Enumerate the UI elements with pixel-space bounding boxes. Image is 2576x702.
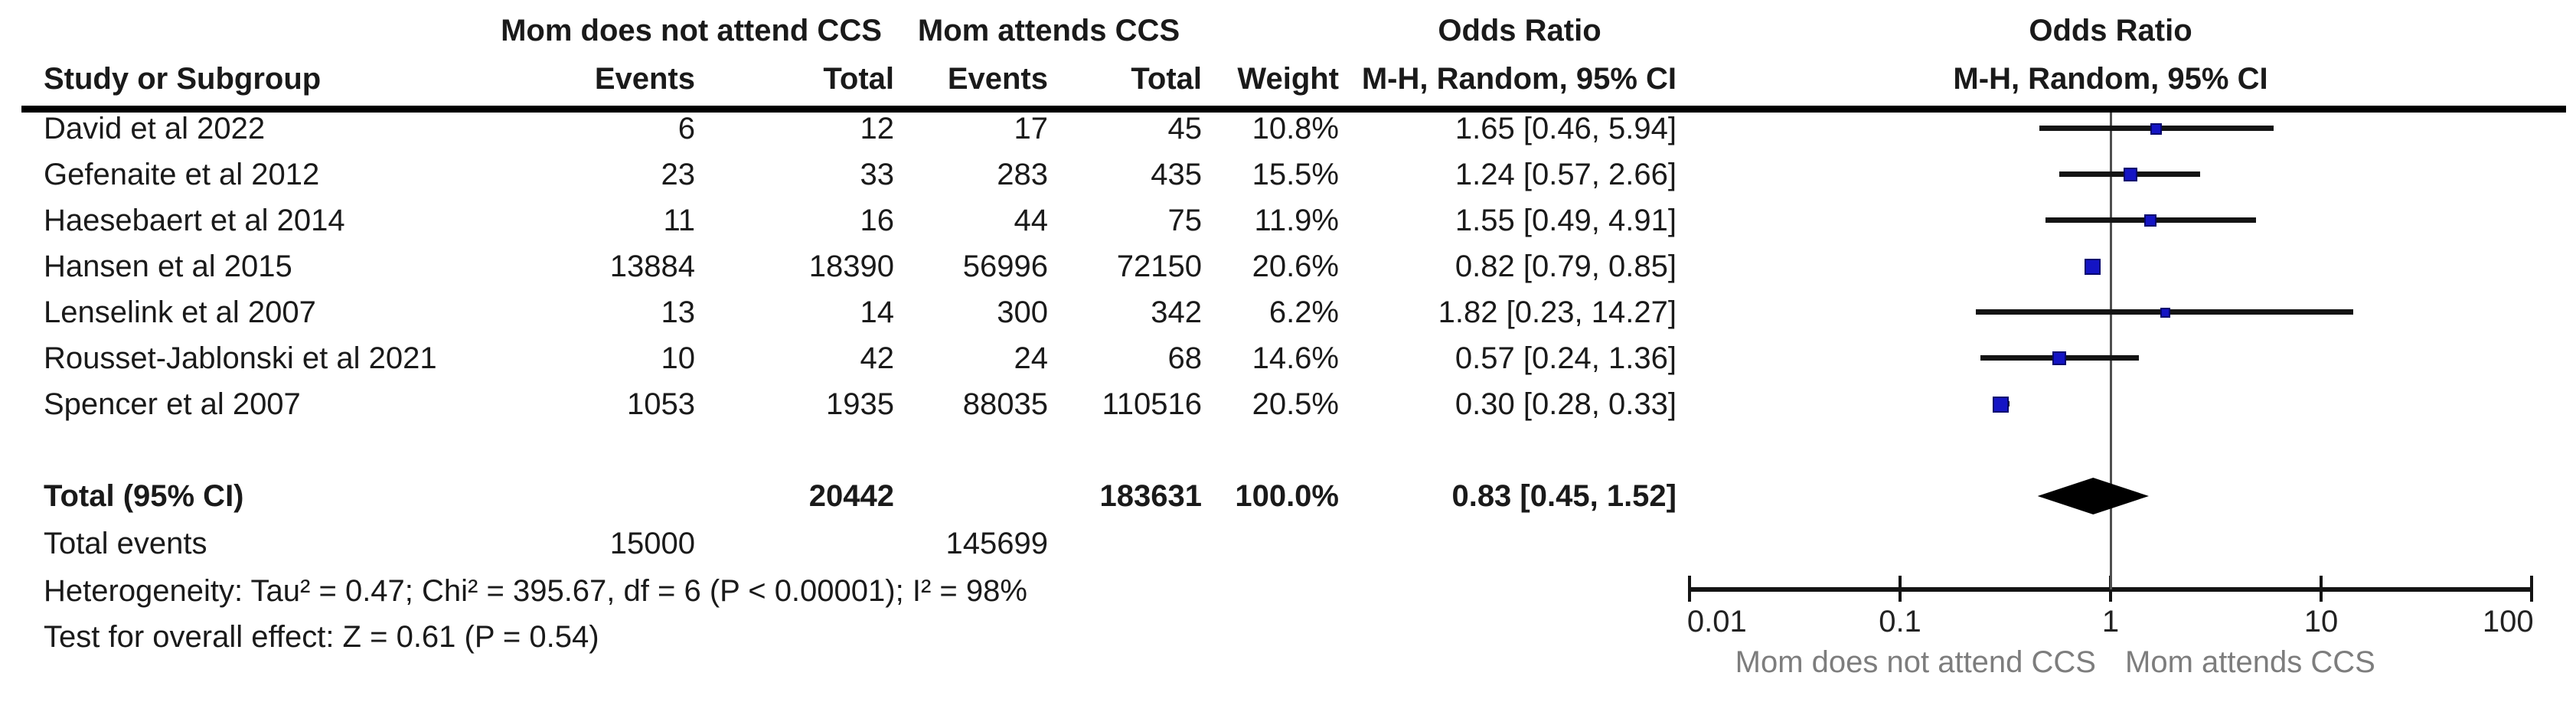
col-events1-header: Events	[594, 62, 695, 96]
weight-sum: 100.0%	[1235, 479, 1339, 513]
effect-square	[1992, 396, 2009, 413]
events2-value: 17	[1014, 112, 1049, 145]
total-label: Total (95% CI)	[44, 479, 244, 513]
events1-value: 11	[663, 204, 695, 237]
overall-effect-text: Test for overall effect: Z = 0.61 (P = 0…	[44, 620, 599, 654]
effect-square	[2052, 351, 2066, 365]
or-ci-value: 1.65 [0.46, 5.94]	[1455, 112, 1677, 145]
events1-value: 1053	[627, 387, 695, 421]
effect-square	[2144, 214, 2157, 227]
effect-square	[2123, 168, 2137, 181]
total-events2: 145699	[945, 527, 1048, 560]
axis-tick	[2530, 576, 2533, 602]
header-separator-line	[21, 106, 2566, 113]
axis-tick	[1899, 576, 1902, 602]
axis-tick-label: 0.01	[1686, 605, 1747, 638]
total2-sum: 183631	[1099, 479, 1202, 513]
effect-square	[2160, 307, 2171, 318]
study-name: Lenselink et al 2007	[44, 295, 316, 329]
study-name: Spencer et al 2007	[44, 387, 301, 421]
total1-value: 12	[860, 112, 895, 145]
total2-value: 45	[1167, 112, 1203, 145]
events1-value: 10	[661, 341, 696, 375]
events2-value: 24	[1014, 341, 1049, 375]
or-ci-value: 1.55 [0.49, 4.91]	[1455, 204, 1677, 237]
col-weight-header: Weight	[1237, 62, 1339, 96]
summary-diamond	[2037, 478, 2149, 514]
weight-value: 15.5%	[1252, 158, 1339, 191]
total1-value: 18390	[808, 250, 894, 283]
total2-value: 72150	[1116, 250, 1202, 283]
heterogeneity-text: Heterogeneity: Tau² = 0.47; Chi² = 395.6…	[44, 574, 1027, 608]
events2-value: 88035	[962, 387, 1048, 421]
events1-value: 13884	[609, 250, 695, 283]
col-total1-header: Total	[823, 62, 894, 96]
study-name: Hansen et al 2015	[44, 250, 292, 283]
total2-value: 342	[1151, 295, 1202, 329]
axis-tick-label: 0.1	[1879, 605, 1921, 638]
weight-value: 10.8%	[1252, 112, 1339, 145]
group2-header: Mom attends CCS	[917, 14, 1180, 47]
total1-value: 14	[860, 295, 895, 329]
study-name: Rousset-Jablonski et al 2021	[44, 341, 437, 375]
col-events2-header: Events	[947, 62, 1048, 96]
odds-ratio-header: Odds Ratio	[1438, 14, 1601, 47]
study-name: David et al 2022	[44, 112, 266, 145]
col-mh-ci-header: M-H, Random, 95% CI	[1361, 62, 1677, 96]
effect-square	[2150, 122, 2163, 135]
weight-value: 20.6%	[1252, 250, 1339, 283]
total1-value: 16	[860, 204, 895, 237]
study-name: Haesebaert et al 2014	[44, 204, 345, 237]
total-events-label: Total events	[44, 527, 207, 560]
weight-value: 11.9%	[1254, 204, 1339, 237]
weight-value: 20.5%	[1252, 387, 1339, 421]
total1-value: 1935	[826, 387, 894, 421]
events2-value: 44	[1014, 204, 1049, 237]
plot-mh-ci-header: M-H, Random, 95% CI	[1953, 62, 2268, 96]
events2-value: 283	[997, 158, 1048, 191]
total1-value: 33	[860, 158, 895, 191]
total2-value: 435	[1151, 158, 1202, 191]
total1-sum: 20442	[808, 479, 894, 513]
total2-value: 75	[1167, 204, 1203, 237]
or-ci-value: 0.57 [0.24, 1.36]	[1455, 341, 1677, 375]
effect-square	[2084, 258, 2101, 275]
col-total2-header: Total	[1131, 62, 1202, 96]
or-ci-value: 1.82 [0.23, 14.27]	[1438, 295, 1677, 329]
axis-tick-label: 10	[2303, 605, 2339, 638]
events1-value: 6	[677, 112, 695, 145]
events1-value: 23	[661, 158, 696, 191]
total2-value: 110516	[1102, 387, 1202, 421]
total-events1: 15000	[609, 527, 695, 560]
events2-value: 300	[997, 295, 1048, 329]
weight-value: 14.6%	[1252, 341, 1339, 375]
axis-tick	[1688, 576, 1691, 602]
total2-value: 68	[1167, 341, 1203, 375]
total1-value: 42	[860, 341, 895, 375]
col-study-header: Study or Subgroup	[44, 62, 322, 96]
or-ci-value: 0.82 [0.79, 0.85]	[1455, 250, 1677, 283]
plot-odds-ratio-header: Odds Ratio	[2029, 14, 2192, 47]
total-or-ci: 0.83 [0.45, 1.52]	[1451, 479, 1677, 513]
x-axis-label-right: Mom attends CCS	[2125, 645, 2375, 679]
events2-value: 56996	[962, 250, 1048, 283]
weight-value: 6.2%	[1268, 295, 1339, 329]
study-name: Gefenaite et al 2012	[44, 158, 320, 191]
or-ci-value: 1.24 [0.57, 2.66]	[1455, 158, 1677, 191]
axis-tick-label: 100	[2482, 605, 2534, 638]
axis-tick	[2320, 576, 2323, 602]
events1-value: 13	[661, 295, 696, 329]
null-effect-line	[2110, 113, 2112, 589]
group1-header: Mom does not attend CCS	[501, 14, 882, 47]
or-ci-value: 0.30 [0.28, 0.33]	[1455, 387, 1677, 421]
x-axis-label-left: Mom does not attend CCS	[1735, 645, 2096, 679]
axis-tick-label: 1	[2101, 605, 2120, 638]
